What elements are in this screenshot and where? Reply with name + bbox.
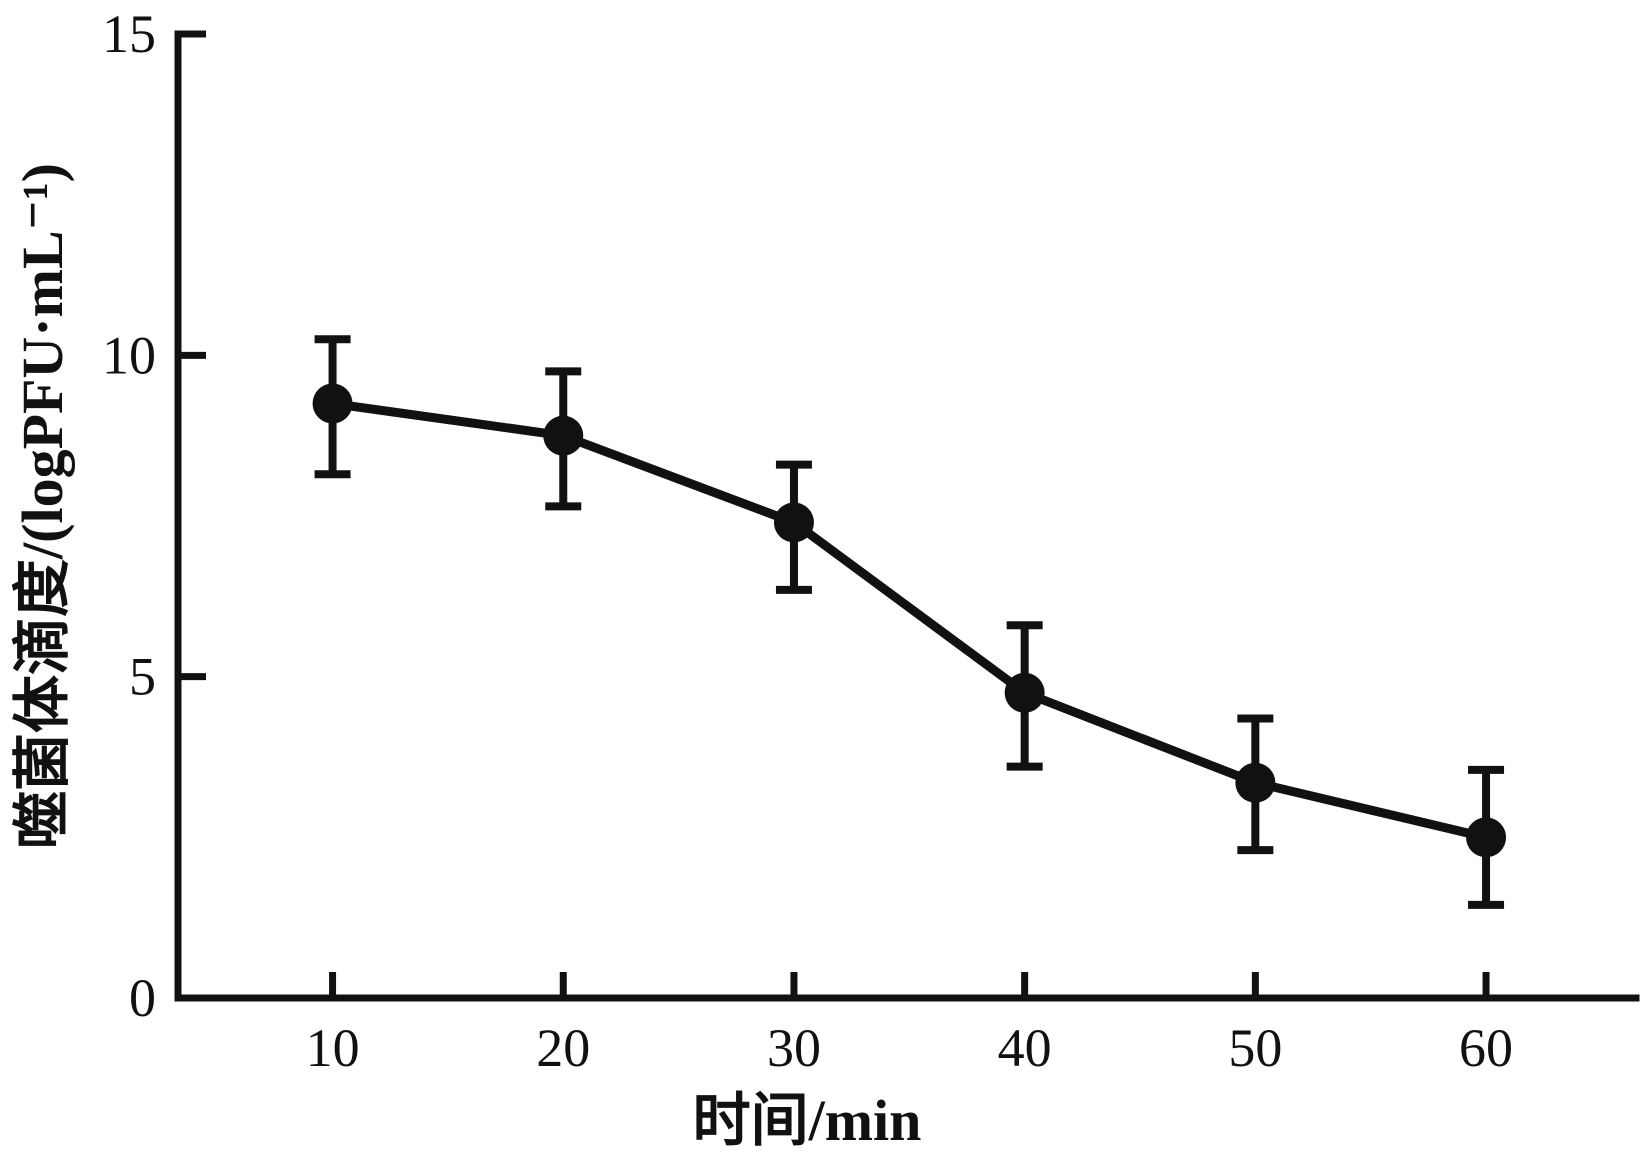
data-point [1004, 672, 1045, 713]
series-line [331, 399, 1488, 842]
x-ticks: 10 20 30 40 50 60 [306, 972, 1513, 1078]
data-point [543, 415, 584, 456]
data-point [773, 502, 814, 543]
x-tick-label: 60 [1459, 1018, 1513, 1078]
data-point [1466, 817, 1507, 858]
series-layer [312, 335, 1507, 909]
y-axis-title: 噬菌体滴度/(logPFU·mL⁻¹) [10, 163, 75, 849]
y-ticks: 0 5 10 15 [102, 4, 206, 1028]
data-point [1235, 762, 1276, 803]
x-tick-label: 10 [306, 1018, 360, 1078]
data-point [312, 383, 353, 424]
x-tick-label: 30 [767, 1018, 821, 1078]
x-tick-label: 50 [1228, 1018, 1282, 1078]
axes [174, 30, 1640, 1002]
y-tick-label: 0 [129, 968, 156, 1028]
x-tick-label: 40 [998, 1018, 1052, 1078]
y-tick-label: 10 [102, 325, 156, 385]
y-tick-label: 15 [102, 4, 156, 64]
x-axis-title: 时间/min [693, 1088, 922, 1153]
x-tick-label: 20 [536, 1018, 590, 1078]
y-tick-label: 5 [129, 647, 156, 707]
